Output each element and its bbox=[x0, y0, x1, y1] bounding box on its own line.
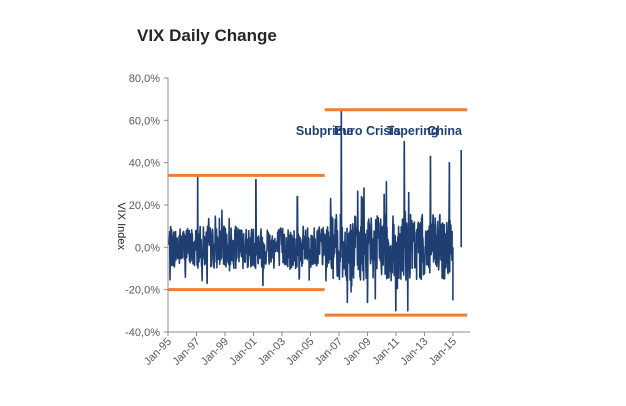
reference-lines bbox=[168, 108, 468, 317]
x-tick-label: Jan-09 bbox=[341, 336, 373, 368]
x-tick-label: Jan-03 bbox=[256, 336, 288, 368]
x-tick-label: Jan-13 bbox=[398, 336, 430, 368]
y-tick-label: -20,0% bbox=[125, 285, 160, 297]
y-tick-label: 40,0% bbox=[129, 158, 160, 170]
x-tick-label: Jan-99 bbox=[199, 336, 231, 368]
x-tick-label: Jan-97 bbox=[170, 336, 202, 368]
y-axis-label: VIX Index bbox=[115, 202, 127, 250]
x-tick-label: Jan-01 bbox=[227, 336, 259, 368]
x-tick-label: Jan-11 bbox=[370, 336, 402, 368]
y-tick-label: -40,0% bbox=[125, 327, 160, 339]
x-tick-label: Jan-95 bbox=[142, 336, 174, 368]
chart-title: VIX Daily Change bbox=[137, 26, 277, 45]
y-tick-label: 60,0% bbox=[129, 115, 160, 127]
y-tick-label: 20,0% bbox=[129, 200, 160, 212]
chart-series bbox=[167, 109, 462, 312]
x-tick-label: Jan-05 bbox=[284, 336, 316, 368]
y-tick-label: 0,0% bbox=[135, 242, 160, 254]
vix-series-line bbox=[167, 109, 462, 312]
y-tick-label: 80,0% bbox=[129, 73, 160, 85]
x-tick-label: Jan-07 bbox=[313, 336, 345, 368]
annotation-label: Tapering bbox=[387, 124, 439, 138]
annotation-label: China bbox=[427, 124, 463, 138]
x-tick-label: Jan-15 bbox=[427, 336, 459, 368]
annotation-label: Subprime bbox=[296, 124, 354, 138]
annotation-label: Euro Crisis bbox=[334, 124, 401, 138]
